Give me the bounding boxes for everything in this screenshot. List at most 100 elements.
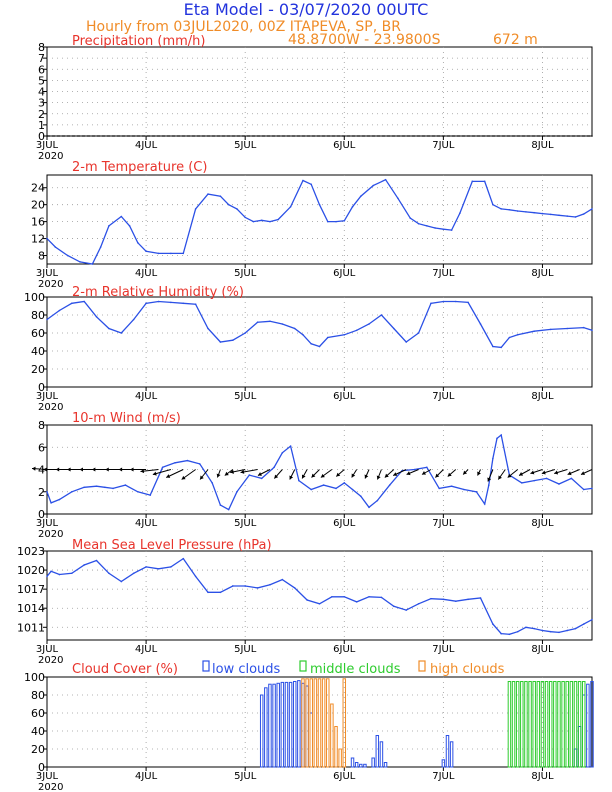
rh-point	[170, 301, 172, 304]
panel-frame	[46, 296, 593, 388]
cloud-bar-low-clouds	[297, 680, 301, 768]
wind-vector-head	[166, 474, 171, 478]
rh-point	[83, 300, 85, 303]
elevation: 672 m	[493, 32, 538, 48]
cloud-bar-middle-clouds	[507, 681, 512, 768]
wind-point	[483, 503, 486, 505]
wind-vector-head	[181, 475, 186, 480]
temp-point	[359, 195, 362, 197]
cloud-bar-middle-clouds	[557, 681, 561, 768]
wind-point	[289, 445, 292, 447]
cloud-bar-middle-clouds	[573, 681, 578, 768]
wind-point	[273, 466, 275, 469]
cloud-bar-middle-clouds	[540, 681, 545, 768]
temp-point	[91, 263, 94, 265]
wind-vector-head	[32, 466, 36, 471]
temp-line	[46, 178, 593, 265]
x-tick-label: 5JUL	[234, 518, 257, 529]
temp-point	[108, 225, 110, 227]
wind-point	[58, 498, 61, 501]
cloud-bar-high-clouds	[309, 678, 313, 768]
y-tick-label: 0	[38, 508, 45, 521]
cloud-bar-high-clouds	[321, 678, 326, 768]
y-tick-label: 4	[38, 86, 45, 99]
legend-swatch-low	[202, 660, 210, 672]
mslp-point	[194, 575, 197, 578]
x-tick-label: 4JUL	[135, 140, 158, 151]
cloud-bar-high-clouds	[334, 726, 338, 768]
y-tick-label: 8	[38, 41, 45, 54]
mslp-point	[120, 580, 123, 583]
rh-point	[492, 345, 494, 348]
temp-point	[207, 193, 209, 195]
mslp-point	[244, 585, 246, 587]
wind-point	[104, 486, 106, 489]
temp-point	[500, 208, 502, 210]
wind-point	[426, 466, 428, 469]
wind-point	[50, 502, 52, 504]
legend-high-clouds: high clouds	[430, 662, 505, 677]
temp-point	[442, 228, 445, 231]
cloud-legend: low clouds middle clouds high clouds	[202, 660, 505, 677]
rh-point	[549, 328, 552, 331]
cloud-bar-middle-clouds	[553, 681, 557, 768]
mslp-point	[508, 633, 511, 636]
temp-point	[426, 225, 428, 227]
cloud-bar-middle-clouds	[565, 681, 569, 768]
temp-point	[384, 178, 387, 181]
wind-point	[124, 484, 127, 486]
legend-low-clouds: low clouds	[212, 662, 281, 677]
mslp-point	[95, 559, 98, 562]
x-tick-label: 5JUL	[234, 771, 257, 782]
temp-point	[219, 195, 222, 197]
wind-vector-head	[216, 473, 221, 478]
rh-point	[442, 300, 445, 303]
wind-point	[236, 490, 238, 493]
mslp-point	[467, 598, 469, 601]
rh-point	[70, 302, 73, 305]
wind-vector-head	[507, 473, 512, 478]
rh-point	[244, 332, 246, 334]
temp-point	[372, 184, 374, 187]
rh-point	[326, 336, 329, 339]
temp-point	[558, 214, 560, 217]
cloud-bar-high-clouds	[305, 678, 309, 768]
mslp-point	[368, 595, 370, 598]
x-tick-label: 6JUL	[333, 391, 356, 402]
x-tick-label: 7JUL	[432, 644, 455, 655]
y-tick-label: 40	[31, 345, 45, 358]
rh-point	[430, 302, 432, 305]
x-year-label: 2020	[38, 782, 63, 792]
wind-vector-head	[301, 474, 306, 479]
rh-point	[219, 341, 222, 343]
wind-point	[137, 490, 139, 493]
wind-point	[310, 488, 313, 491]
wind-vector-head	[274, 474, 279, 479]
cloud-bar-middle-clouds	[569, 681, 574, 768]
mslp-point	[231, 585, 234, 587]
wind-point	[487, 484, 490, 486]
cloud-bar-low-clouds	[280, 681, 285, 768]
temp-point	[508, 208, 511, 211]
legend-swatch-middle	[299, 660, 307, 672]
rh-point	[417, 332, 420, 334]
y-tick-label: 0	[38, 130, 45, 143]
rh-point	[591, 329, 593, 332]
wind-vector-head	[406, 471, 411, 476]
rh-point	[157, 300, 160, 303]
wind-point	[281, 452, 284, 454]
mslp-point	[574, 627, 577, 630]
wind-vector-head	[530, 470, 535, 475]
wind-point	[322, 484, 325, 486]
wind-point	[500, 434, 502, 436]
wind-vector-head	[257, 472, 262, 476]
y-tick-label: 60	[31, 707, 45, 720]
wind-vector-head	[224, 471, 229, 476]
wind-vector-head	[519, 472, 524, 476]
wind-vector-head	[320, 473, 325, 478]
temp-point	[244, 216, 246, 219]
x-year-label: 2020	[38, 402, 63, 413]
wind-vector-head	[289, 475, 294, 480]
rh-point	[120, 332, 123, 334]
wind-line	[46, 433, 593, 511]
